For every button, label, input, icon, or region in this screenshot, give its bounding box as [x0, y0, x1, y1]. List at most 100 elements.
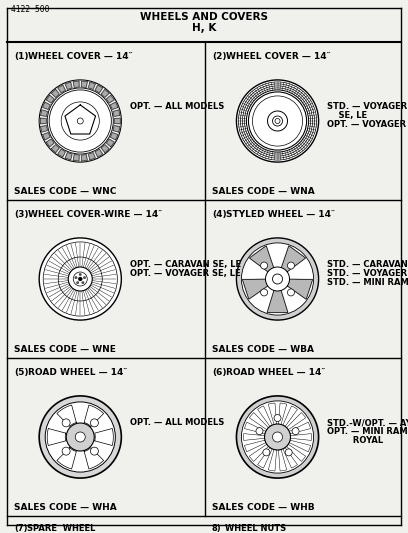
Polygon shape: [81, 155, 87, 161]
Text: STYLED WHEEL — 14″: STYLED WHEEL — 14″: [226, 210, 335, 219]
Circle shape: [261, 289, 268, 296]
Polygon shape: [114, 118, 120, 124]
Polygon shape: [113, 110, 120, 116]
Polygon shape: [95, 149, 103, 157]
Circle shape: [68, 267, 92, 291]
Text: ROAD WHEEL — 14″: ROAD WHEEL — 14″: [226, 368, 325, 377]
Text: ROYAL: ROYAL: [326, 436, 383, 445]
Text: OPT. — VOYAGER SE, LE: OPT. — VOYAGER SE, LE: [130, 269, 240, 278]
Circle shape: [66, 423, 94, 451]
Circle shape: [273, 432, 282, 442]
Circle shape: [237, 238, 319, 320]
Text: SALES CODE — WNA: SALES CODE — WNA: [212, 187, 315, 196]
Polygon shape: [47, 429, 66, 446]
Polygon shape: [81, 81, 87, 87]
Polygon shape: [290, 434, 312, 440]
Circle shape: [82, 281, 84, 284]
Polygon shape: [89, 152, 95, 160]
Polygon shape: [242, 279, 268, 299]
Text: OPT. — ALL MODELS: OPT. — ALL MODELS: [130, 418, 224, 427]
Polygon shape: [84, 448, 104, 469]
Text: WHEEL COVER-WIRE — 14″: WHEEL COVER-WIRE — 14″: [28, 210, 162, 219]
Polygon shape: [58, 85, 65, 93]
Text: SALES CODE — WHB: SALES CODE — WHB: [212, 503, 315, 512]
Polygon shape: [283, 448, 297, 468]
Circle shape: [292, 427, 299, 434]
Polygon shape: [257, 406, 272, 426]
Circle shape: [237, 80, 319, 162]
Circle shape: [266, 267, 290, 291]
Circle shape: [256, 427, 263, 434]
Text: SALES CODE — WNC: SALES CODE — WNC: [14, 187, 116, 196]
Polygon shape: [110, 102, 118, 109]
Polygon shape: [289, 440, 310, 452]
Polygon shape: [110, 133, 118, 140]
Text: STD. — CARAVAN: STD. — CARAVAN: [326, 260, 407, 269]
Polygon shape: [95, 429, 113, 446]
Circle shape: [242, 401, 314, 473]
Polygon shape: [106, 139, 114, 147]
Circle shape: [83, 277, 86, 279]
Circle shape: [268, 111, 288, 131]
Polygon shape: [101, 144, 109, 152]
Polygon shape: [42, 133, 50, 140]
Circle shape: [91, 419, 98, 427]
Text: SE, LE: SE, LE: [326, 111, 367, 120]
Text: ROAD WHEEL — 14″: ROAD WHEEL — 14″: [28, 368, 127, 377]
Polygon shape: [279, 403, 287, 424]
Circle shape: [242, 243, 314, 315]
Polygon shape: [95, 85, 103, 93]
Polygon shape: [286, 413, 306, 430]
Text: 8): 8): [212, 524, 222, 533]
Circle shape: [77, 118, 83, 124]
Circle shape: [273, 116, 282, 126]
Circle shape: [39, 80, 121, 162]
Polygon shape: [46, 95, 54, 103]
Polygon shape: [249, 445, 268, 462]
Polygon shape: [101, 90, 109, 98]
Circle shape: [273, 274, 282, 284]
Polygon shape: [89, 82, 95, 90]
Polygon shape: [57, 405, 76, 426]
Text: STD. — VOYAGER: STD. — VOYAGER: [326, 269, 407, 278]
Circle shape: [39, 238, 121, 320]
Polygon shape: [57, 448, 76, 469]
Circle shape: [288, 289, 295, 296]
Text: H, K: H, K: [192, 23, 216, 33]
Circle shape: [91, 447, 98, 455]
Polygon shape: [65, 82, 72, 90]
Circle shape: [78, 277, 82, 281]
Polygon shape: [279, 449, 287, 471]
Polygon shape: [106, 95, 114, 103]
Polygon shape: [268, 449, 277, 471]
Text: OPT. — CARAVAN SE, LE: OPT. — CARAVAN SE, LE: [130, 260, 241, 269]
Circle shape: [274, 415, 281, 422]
Polygon shape: [65, 152, 72, 160]
Text: STD.-W/OPT. — AYA: STD.-W/OPT. — AYA: [326, 418, 408, 427]
Polygon shape: [46, 139, 54, 147]
Text: (2): (2): [212, 52, 226, 61]
Circle shape: [263, 449, 270, 456]
Text: SALES CODE — WBA: SALES CODE — WBA: [212, 345, 314, 354]
Polygon shape: [73, 155, 79, 161]
Polygon shape: [249, 413, 268, 430]
Text: OPT. — ALL MODELS: OPT. — ALL MODELS: [130, 102, 224, 111]
Text: WHEELS AND COVERS: WHEELS AND COVERS: [140, 12, 268, 22]
Polygon shape: [268, 403, 277, 424]
Polygon shape: [51, 90, 60, 98]
Circle shape: [264, 424, 290, 450]
Circle shape: [288, 262, 295, 269]
Text: WHEEL NUTS: WHEEL NUTS: [225, 524, 286, 533]
Text: STD. — MINI RAM: STD. — MINI RAM: [326, 278, 408, 287]
Polygon shape: [267, 290, 288, 312]
Text: (7): (7): [14, 524, 27, 533]
Polygon shape: [283, 406, 297, 426]
Polygon shape: [73, 81, 79, 87]
Polygon shape: [51, 144, 60, 152]
Circle shape: [275, 118, 280, 124]
Text: (3): (3): [14, 210, 29, 219]
Circle shape: [39, 396, 121, 478]
Text: WHEEL COVER — 14″: WHEEL COVER — 14″: [28, 52, 133, 61]
Text: SALES CODE — WNE: SALES CODE — WNE: [14, 345, 116, 354]
Polygon shape: [244, 440, 266, 452]
